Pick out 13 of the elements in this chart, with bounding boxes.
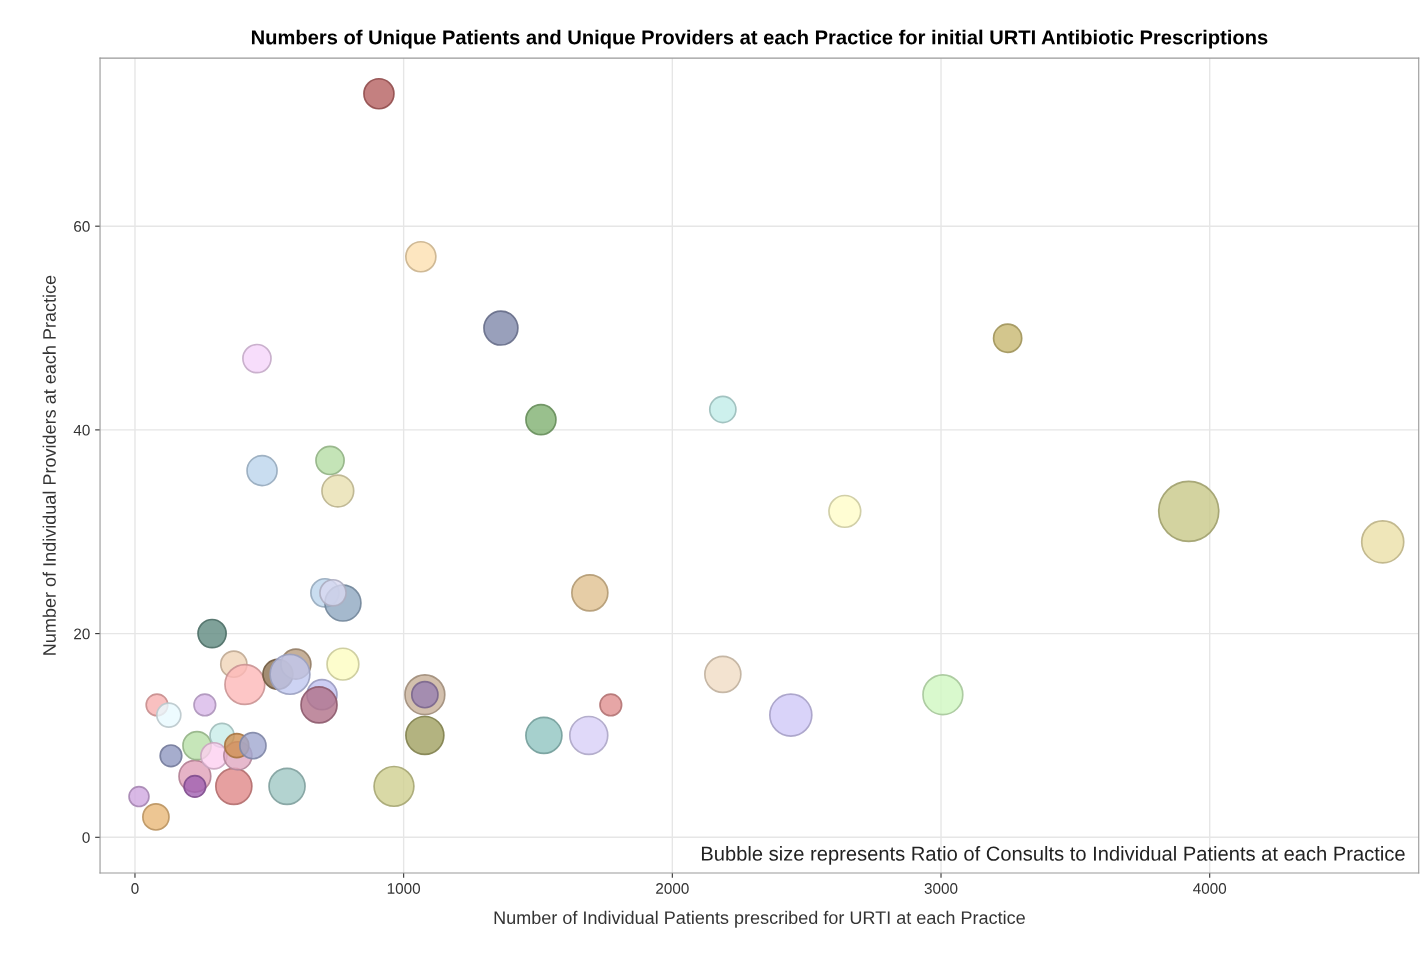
x-axis-title: Number of Individual Patients prescribed for URTI at each Practice	[494, 910, 1025, 928]
y-tick-label: 60	[74, 221, 90, 232]
y-tick-label: 0	[82, 832, 90, 843]
annotation: Bubble size represents Ratio of Consults to Individual Patients at each Practice	[701, 846, 1405, 865]
y-axis-title: Number of Individual Providers at each Practice	[42, 275, 56, 655]
x-tick-label: 3000	[924, 883, 958, 894]
x-tick-label: 4000	[1193, 883, 1227, 894]
chart-title: Numbers of Unique Patients and Unique Providers at each Practice for initial URTI Antibiotic Prescriptions	[251, 29, 1268, 49]
x-tick-label: 1000	[387, 883, 421, 894]
y-tick-label: 40	[73, 424, 90, 436]
y-tick-label: 20	[74, 628, 90, 640]
x-tick-label: 0	[131, 883, 139, 894]
x-tick-label: 2000	[656, 883, 689, 894]
